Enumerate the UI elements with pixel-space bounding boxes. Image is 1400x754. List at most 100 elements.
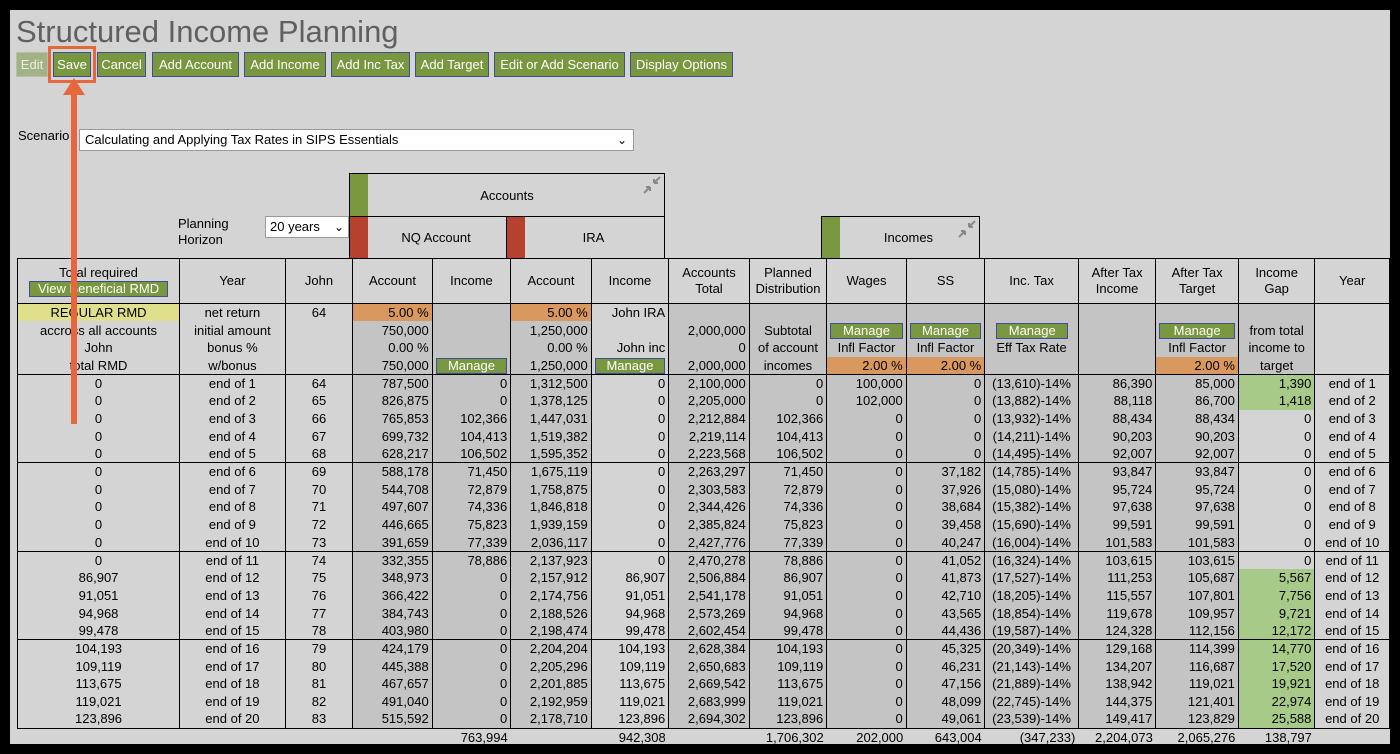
year-right-cell: end of 10	[1314, 533, 1390, 552]
of-account-label: of account	[748, 338, 828, 357]
nq-rate-input[interactable]: 5.00 %	[352, 303, 433, 322]
table-row: 109,119 end of 17 80 445,388 0 2,205,296 109,1…	[16, 657, 1390, 675]
nq-income-cell: 106,502	[431, 445, 512, 463]
after-tax-target-cell: 88,434	[1155, 409, 1239, 428]
ira-income-cell: 99,478	[590, 621, 670, 640]
planning-horizon-select[interactable]: 20 years ⌄	[265, 216, 349, 238]
income-gap-cell: 0	[1237, 427, 1316, 445]
table-row: 0 end of 1 64 787,500 0 1,312,500 0 2,100,000 0 1…	[16, 373, 1390, 392]
edit-button[interactable]: Edit	[16, 52, 48, 77]
ss-cell: 41,052	[905, 550, 986, 569]
across-accounts-label: accross all accounts	[16, 321, 181, 339]
manage-target-button[interactable]: Manage	[1159, 322, 1235, 339]
john-age: 64	[284, 303, 354, 322]
john-age-cell: 68	[284, 445, 354, 463]
john-age-cell: 67	[284, 427, 354, 445]
manage-nq-income-button[interactable]: Manage	[435, 357, 508, 374]
target-infl-input[interactable]: 2.00 %	[1155, 356, 1239, 375]
nq-account-cell: 497,607	[352, 498, 433, 516]
planned-label-1: Planned	[764, 265, 812, 280]
ati-setup-cell	[1077, 356, 1157, 375]
john-age-cell: 82	[284, 692, 354, 711]
nq-income-cell: 77,339	[431, 533, 512, 552]
total-required-cell: 0	[16, 550, 181, 569]
after-tax-target-cell: 107,801	[1155, 586, 1239, 605]
table-row: 91,051 end of 13 76 366,422 0 2,174,756 91,051…	[16, 586, 1390, 605]
year-right-cell: end of 18	[1314, 674, 1390, 693]
year-right-cell: end of 1	[1314, 373, 1390, 392]
table-row: 0 end of 11 74 332,355 78,886 2,137,923 0 2,470…	[16, 550, 1390, 569]
income-gap-label-2: Gap	[1264, 281, 1289, 296]
cancel-button[interactable]: Cancel	[97, 52, 146, 77]
display-options-button[interactable]: Display Options	[630, 52, 733, 77]
add-income-button[interactable]: Add Income	[244, 52, 326, 77]
manage-ira-income-button[interactable]: Manage	[594, 357, 666, 374]
planned-distribution-cell: 104,413	[748, 427, 828, 445]
year-right-cell: end of 4	[1314, 427, 1390, 445]
wages-cell: 0	[826, 409, 907, 428]
target-infl-label: Infl Factor	[1155, 338, 1239, 357]
wages-infl-input[interactable]: 2.00 %	[826, 356, 907, 375]
total-required-cell: 113,675	[16, 674, 181, 693]
ira-bonus: 0.00 %	[510, 338, 592, 357]
gap-setup-cell	[1237, 303, 1316, 322]
planned-distribution-cell: 119,021	[748, 692, 828, 711]
john-age-cell: 83	[284, 710, 354, 729]
wages-cell: 0	[826, 621, 907, 640]
nq-income-cell: 104,413	[431, 427, 512, 445]
planned-distribution-cell: 71,450	[748, 462, 828, 481]
total-required-cell: 0	[16, 515, 181, 534]
year-cell: end of 18	[179, 674, 286, 693]
inc-tax-cell: (21,889)-14%	[984, 674, 1079, 693]
collapse-icon[interactable]	[957, 219, 977, 242]
scenario-select[interactable]: Calculating and Applying Tax Rates in SI…	[79, 129, 634, 151]
ss-infl-input[interactable]: 2.00 %	[905, 356, 986, 375]
income-gap-cell: 5,567	[1237, 568, 1316, 587]
manage-tax-button[interactable]: Manage	[996, 322, 1069, 339]
total-required-cell: 0	[16, 409, 181, 428]
ira-income-cell: 104,193	[590, 639, 670, 658]
collapse-icon[interactable]	[642, 175, 662, 198]
income-gap-cell: 0	[1237, 445, 1316, 463]
nq-account-cell: 588,178	[352, 462, 433, 481]
john-inc-label: John inc	[590, 338, 670, 357]
total-after-tax-income: 2,204,073	[1095, 729, 1153, 744]
year-cell: end of 17	[179, 657, 286, 675]
eff-tax-rate-label: Eff Tax Rate	[984, 338, 1079, 357]
inc-tax-cell: (15,382)-14%	[984, 498, 1079, 516]
ira-rate-input[interactable]: 5.00 %	[510, 303, 592, 322]
add-account-button[interactable]: Add Account	[152, 52, 239, 77]
add-inc-tax-button[interactable]: Add Inc Tax	[331, 52, 410, 77]
nq-account-cell: 699,732	[352, 427, 433, 445]
inc-tax-cell: (16,004)-14%	[984, 533, 1079, 552]
planned-distribution-cell: 0	[748, 373, 828, 392]
total-required-cell: 0	[16, 373, 181, 392]
planned-distribution-header: Planned Distribution	[748, 258, 828, 304]
accounts-group-label: Accounts	[480, 187, 534, 203]
nq-account-cell: 366,422	[352, 586, 433, 605]
after-tax-income-cell: 92,007	[1077, 445, 1157, 463]
manage-wages-button[interactable]: Manage	[830, 322, 903, 339]
edit-or-add-scenario-button[interactable]: Edit or Add Scenario	[494, 52, 625, 77]
inc-tax-cell: (22,745)-14%	[984, 692, 1079, 711]
add-target-button[interactable]: Add Target	[415, 52, 489, 77]
tax-setup-cell	[984, 356, 1079, 375]
save-button[interactable]: Save	[53, 52, 91, 77]
view-beneficial-rmd-button[interactable]: View Beneficial RMD	[28, 281, 169, 297]
planned-distribution-cell: 72,879	[748, 480, 828, 499]
nq-income-cell: 72,879	[431, 480, 512, 499]
ss-cell: 0	[905, 427, 986, 445]
nq-account-cell: 765,853	[352, 409, 433, 428]
total-required-cell: 104,193	[16, 639, 181, 658]
nq-income-cell: 0	[431, 621, 512, 640]
total-required-cell: 0	[16, 427, 181, 445]
after-tax-income-label-2: Income	[1095, 281, 1139, 296]
inc-tax-cell: (14,495)-14%	[984, 445, 1079, 463]
john-setup-cell	[284, 356, 354, 375]
year-right-setup-cell	[1314, 321, 1390, 339]
subtotal-label: Subtotal	[748, 321, 828, 339]
income-gap-header: Income Gap	[1237, 258, 1316, 304]
manage-ss-button[interactable]: Manage	[909, 322, 982, 339]
planned-distribution-cell: 78,886	[748, 550, 828, 569]
year-cell: end of 5	[179, 445, 286, 463]
